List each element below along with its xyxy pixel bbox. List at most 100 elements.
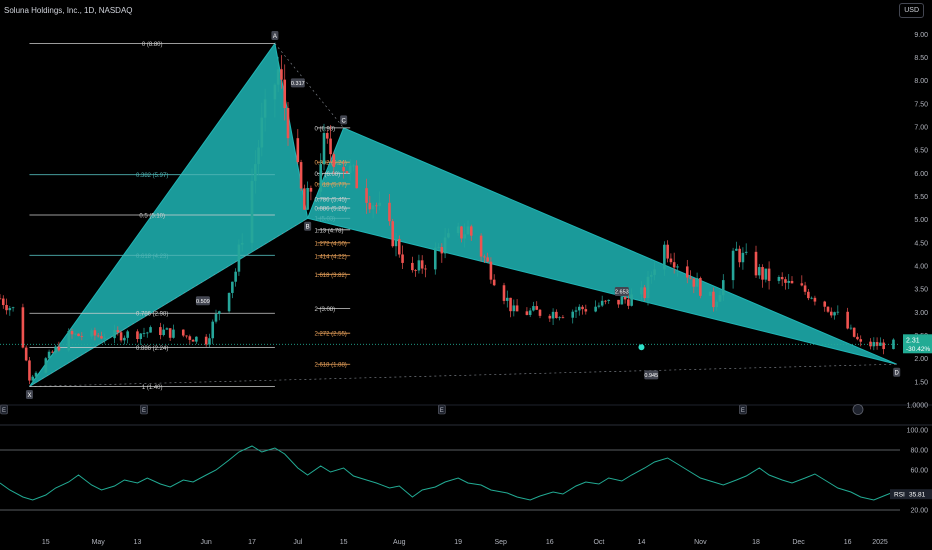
rsi-line	[0, 445, 894, 501]
candle-body	[211, 321, 215, 339]
pattern-ratio-badge	[644, 370, 659, 380]
candle-body	[466, 226, 470, 235]
candle-body	[685, 266, 689, 278]
candle-body	[882, 342, 885, 350]
candle-body	[548, 315, 552, 319]
candle-body	[483, 256, 486, 258]
candle-body	[100, 336, 103, 339]
candle-body	[699, 278, 702, 296]
fib-xa-label: 0.382 (5.97)	[136, 173, 168, 179]
candle-body	[214, 314, 218, 322]
candle-body	[780, 276, 784, 280]
candle-body	[319, 164, 323, 192]
fib-xa-label: 1 (1.40)	[142, 385, 163, 391]
candle-body	[371, 205, 375, 210]
candle-body	[502, 285, 506, 301]
candle-body	[250, 180, 254, 243]
pattern-point-label: A	[273, 34, 277, 40]
candle-body	[718, 295, 722, 302]
candle-body	[875, 342, 879, 346]
pattern-xd-line	[29, 363, 897, 387]
candle-body	[761, 267, 764, 280]
candle-body	[126, 331, 129, 338]
price-axis-label: 7.00	[914, 124, 928, 131]
candle-body	[833, 312, 836, 316]
last-price-change: -30.42%	[906, 346, 930, 353]
candle-body	[852, 327, 856, 337]
earnings-marker	[0, 404, 8, 415]
candle-body	[1, 298, 5, 306]
pattern-point-x	[25, 389, 33, 399]
candle-body	[525, 311, 529, 315]
candle-body	[231, 281, 234, 293]
candle-body	[741, 252, 745, 263]
candle-body	[31, 376, 35, 381]
candle-body	[401, 254, 404, 263]
candle-body	[558, 317, 561, 319]
candle-body	[594, 306, 597, 312]
time-axis-label: Nov	[694, 539, 707, 546]
candle-body	[73, 333, 77, 335]
candle-body	[509, 297, 512, 312]
candle-body	[77, 333, 80, 337]
candle-body	[191, 339, 195, 342]
candle-body	[571, 311, 575, 318]
candle-body	[70, 331, 74, 335]
candle-body	[113, 330, 116, 339]
candle-body	[630, 294, 633, 306]
price-axis-label: 5.50	[914, 194, 928, 201]
pattern-ratio-label: 2.653	[615, 290, 629, 296]
candle-body	[620, 296, 624, 305]
fib-bc-label: 1.13 (4.78)	[314, 228, 343, 234]
candle-body	[375, 205, 378, 207]
candle-body	[532, 306, 535, 311]
fib-bc-label: 0.618 (5.77)	[314, 182, 346, 188]
fib-bc-label: 0.786 (5.45)	[314, 197, 346, 203]
currency-button[interactable]: USD	[899, 3, 924, 18]
candle-body	[721, 280, 725, 296]
candle-body	[172, 329, 175, 338]
candle-body	[342, 167, 345, 172]
candle-body	[803, 285, 807, 292]
candle-body	[67, 331, 71, 351]
candle-body	[826, 306, 830, 312]
candle-body	[463, 234, 467, 239]
candle-body	[492, 279, 496, 286]
fib-xa-label: 0.618 (4.23)	[136, 254, 168, 260]
candle-body	[352, 165, 355, 167]
candle-body	[237, 244, 241, 272]
candle-body	[322, 133, 326, 165]
candle-body	[217, 311, 221, 315]
candle-body	[433, 247, 437, 270]
candle-body	[325, 133, 329, 139]
candle-body	[28, 360, 31, 381]
candle-body	[807, 291, 810, 299]
candle-body	[309, 187, 313, 192]
candle-body	[162, 329, 165, 336]
time-axis-label: 18	[752, 539, 760, 546]
candle-body	[90, 330, 93, 337]
pattern-ratio-label: 0.317	[291, 81, 305, 87]
fib-bc-label: 0.886 (5.25)	[314, 207, 346, 213]
price-axis-label: 7.50	[914, 101, 928, 108]
candle-body	[551, 311, 555, 319]
candle-body	[643, 287, 647, 299]
candle-body	[424, 268, 427, 270]
candle-body	[669, 258, 673, 263]
candle-body	[123, 337, 126, 341]
candle-body	[303, 188, 306, 210]
candle-body	[538, 309, 542, 316]
price-axis-label: 6.00	[914, 171, 928, 178]
candle-body	[280, 69, 283, 80]
candle-body	[355, 165, 359, 189]
candle-body	[51, 351, 54, 353]
candle-body	[253, 164, 257, 181]
time-axis-label: 16	[844, 539, 852, 546]
candle-body	[627, 299, 630, 306]
candle-body	[597, 305, 601, 307]
candle-body	[227, 292, 231, 312]
candle-body	[823, 301, 827, 307]
candle-body	[391, 221, 395, 247]
